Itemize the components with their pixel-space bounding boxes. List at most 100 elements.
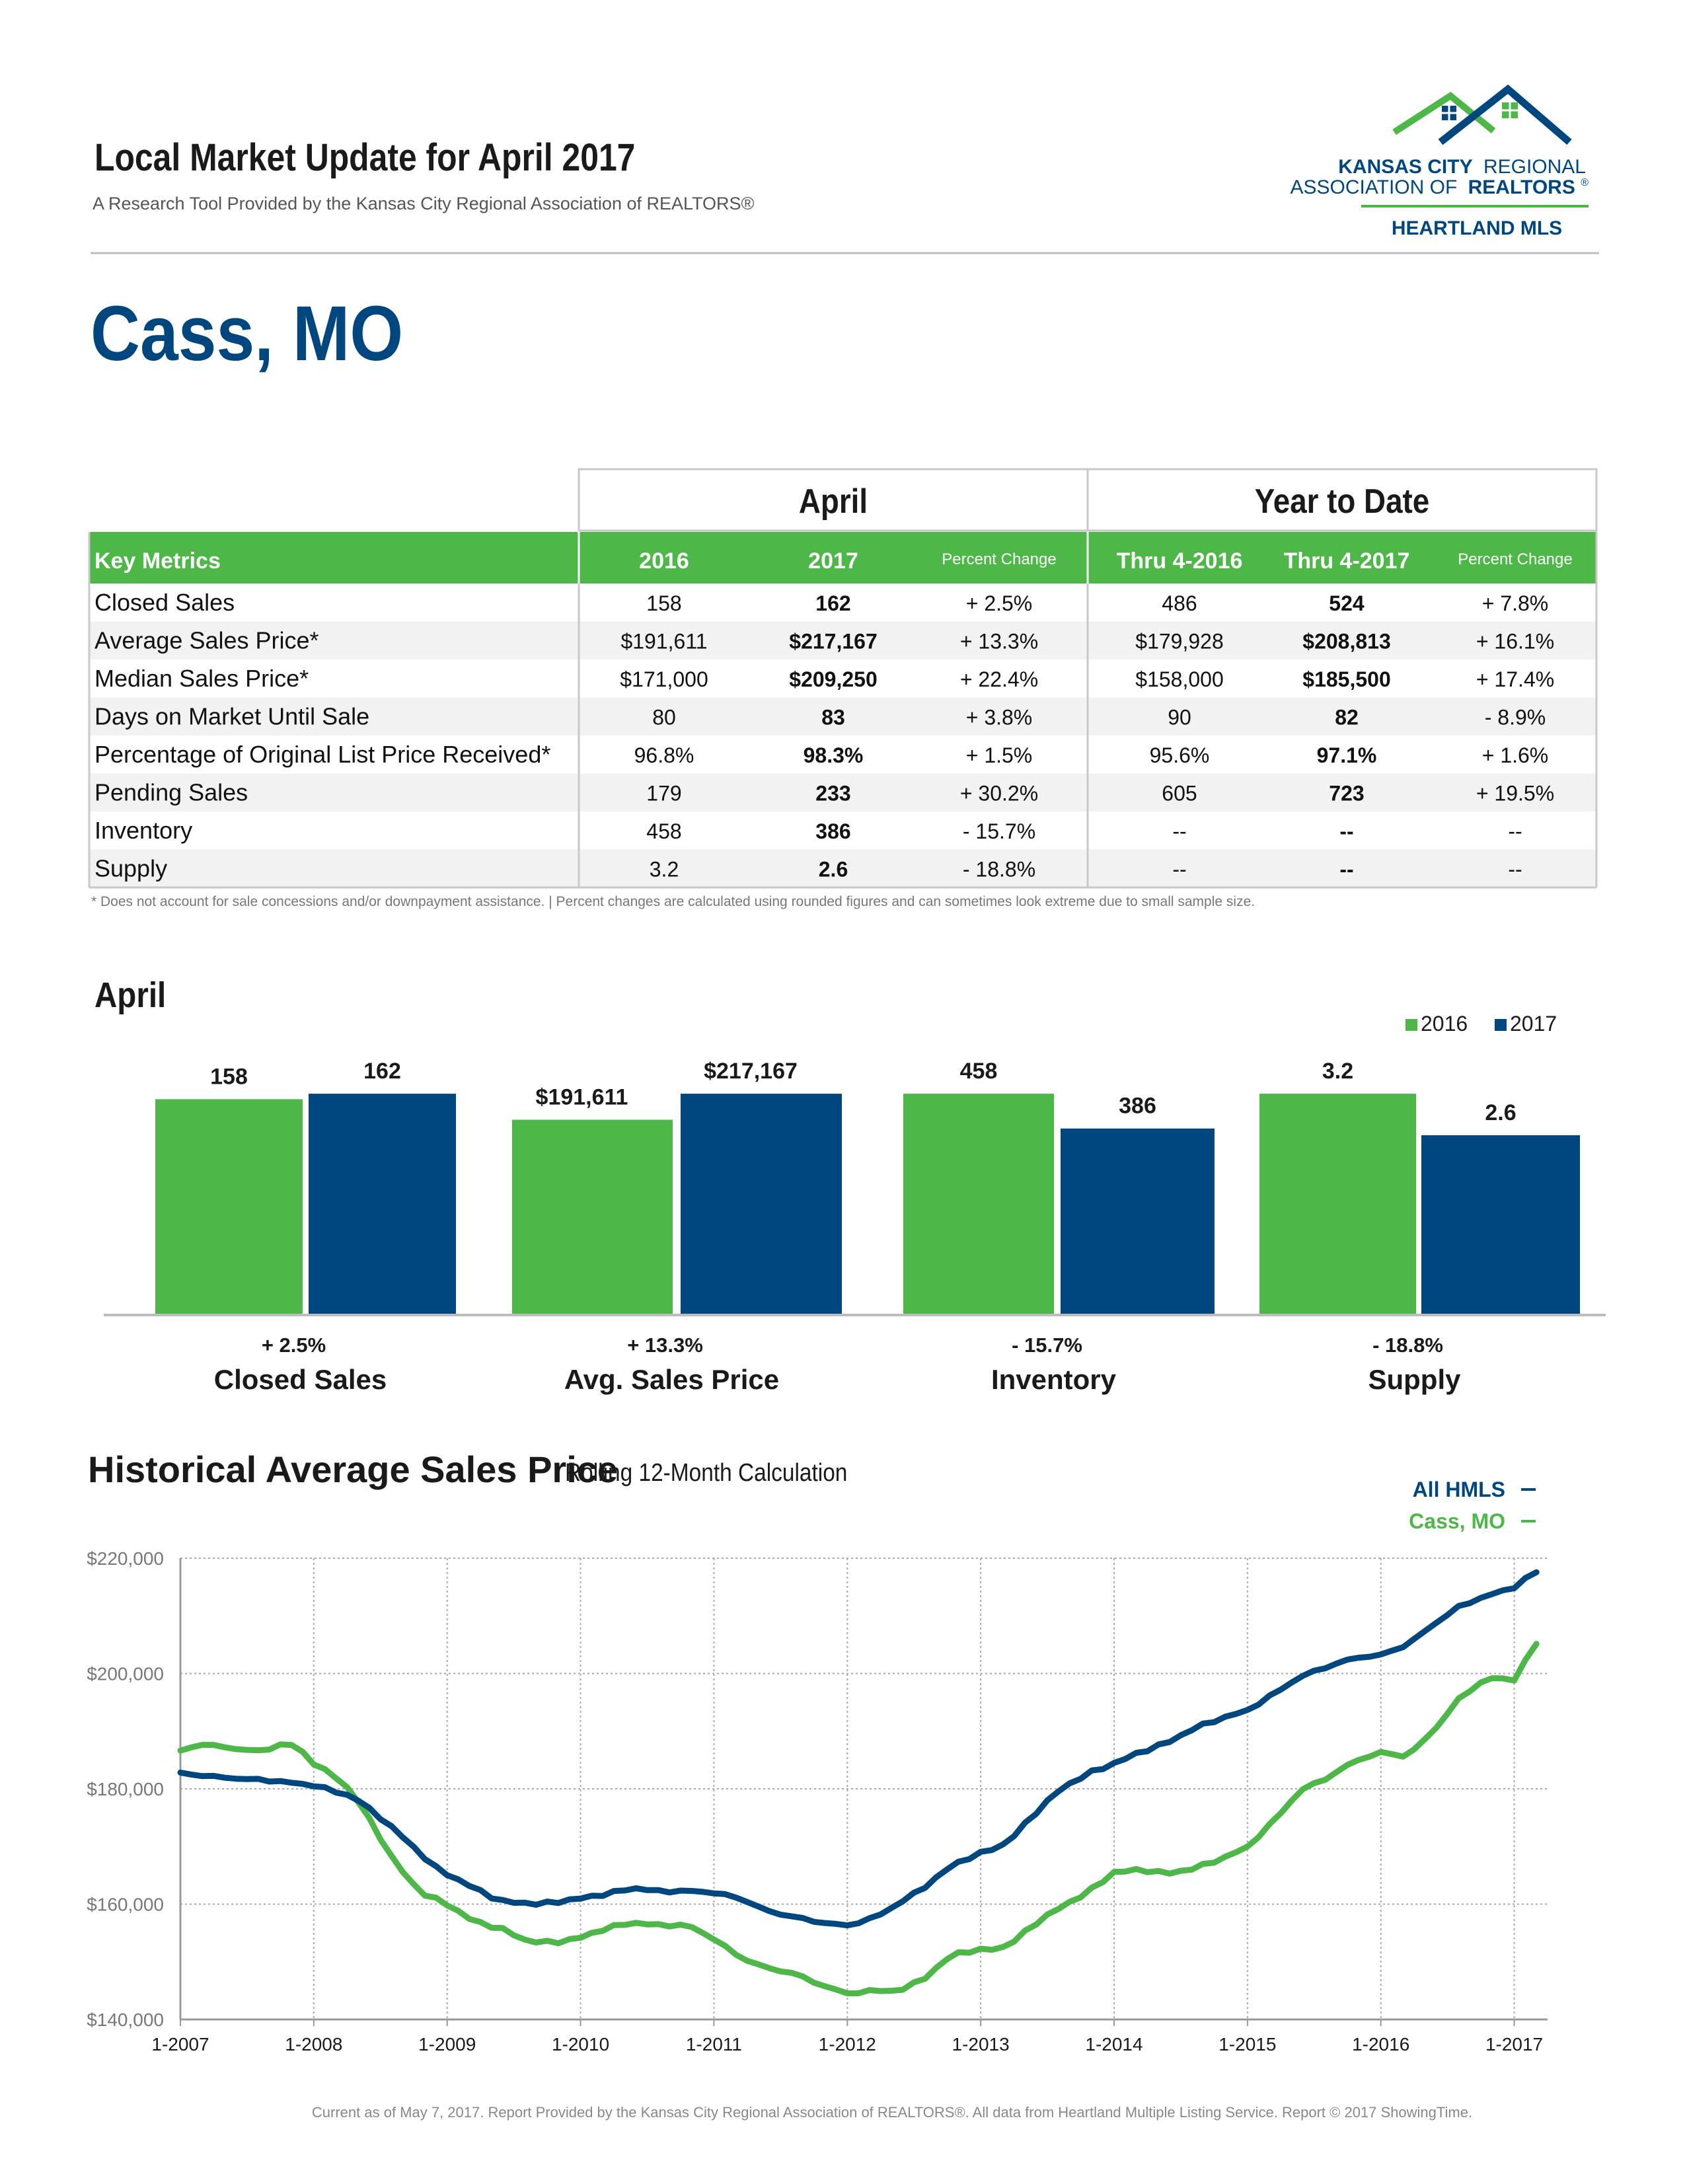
table-column-header: Percent Change	[1458, 550, 1572, 568]
metric-value-cell: + 19.5%	[1476, 782, 1554, 806]
bar-value-label: 2.6	[1485, 1100, 1516, 1125]
bar-group-change: + 13.3%	[627, 1334, 703, 1357]
report-footer: Current as of May 7, 2017. Report Provid…	[311, 2104, 1473, 2121]
y-tick-label: $200,000	[87, 1664, 164, 1684]
metric-value-cell: + 17.4%	[1476, 667, 1554, 691]
bar-2016	[155, 1099, 303, 1315]
table-column-header: Thru 4-2017	[1284, 548, 1410, 574]
metric-value-cell: - 8.9%	[1485, 706, 1546, 730]
metric-value-cell: 82	[1335, 706, 1359, 730]
metric-value-cell: $208,813	[1302, 630, 1390, 654]
bar-chart-legend: 2016 2017	[1405, 1012, 1557, 1036]
metric-value-cell: 96.8%	[634, 743, 694, 767]
y-tick-label: $160,000	[87, 1895, 164, 1915]
y-tick-label: $140,000	[87, 2010, 164, 2030]
location-title: Cass, MO	[91, 289, 403, 377]
legend-swatch-2016	[1405, 1019, 1417, 1031]
bar-group-change: - 18.8%	[1372, 1334, 1443, 1357]
metric-value-cell: 97.1%	[1317, 743, 1377, 767]
x-tick-label: 1-2008	[285, 2034, 342, 2054]
metric-value-cell: $158,000	[1135, 667, 1223, 691]
x-tick-label: 1-2010	[552, 2034, 609, 2054]
metric-name-cell: Days on Market Until Sale	[94, 703, 369, 730]
metric-value-cell: 386	[815, 819, 850, 843]
metric-value-cell: --	[1172, 819, 1186, 843]
bar-group-name: Closed Sales	[214, 1364, 387, 1395]
metric-value-cell: 3.2	[650, 858, 679, 882]
metric-value-cell: 83	[821, 706, 845, 730]
x-tick-label: 1-2015	[1218, 2034, 1276, 2054]
line-legend-label: Cass, MO	[1409, 1509, 1505, 1533]
table-group-header-april	[578, 468, 1089, 532]
metric-name-cell: Pending Sales	[94, 779, 248, 806]
line-chart-title-main: Historical Average Sales Price	[88, 1449, 618, 1490]
metric-value-cell: + 7.8%	[1482, 591, 1549, 615]
metric-value-cell: $179,928	[1135, 630, 1223, 654]
y-tick-label: $220,000	[87, 1548, 164, 1569]
metric-value-cell: --	[1339, 819, 1353, 843]
bar-group-name: Avg. Sales Price	[564, 1364, 779, 1395]
table-column-header: Thru 4-2016	[1117, 548, 1243, 574]
bar-2016	[903, 1094, 1054, 1315]
table-row	[89, 773, 1596, 811]
legend-label-2017: 2017	[1510, 1012, 1557, 1036]
y-tick-label: $180,000	[87, 1779, 164, 1799]
metric-value-cell: $171,000	[620, 667, 708, 691]
historical-line-chart: $140,000 $160,000 $180,000 $200,000 $220,000…	[87, 1548, 1548, 2054]
table-header-row	[89, 532, 1596, 584]
table-column-header: Percent Change	[942, 550, 1056, 568]
bar-chart-title: April	[94, 975, 166, 1015]
bar-2017	[309, 1094, 456, 1315]
metric-value-cell: --	[1508, 819, 1522, 843]
logo-text-line1: KANSAS CITY REGIONAL	[1338, 156, 1586, 178]
table-row	[89, 621, 1596, 659]
metric-value-cell: 158	[646, 591, 681, 615]
metric-name-cell: Percentage of Original List Price Receiv…	[94, 741, 550, 768]
bar-value-label: 458	[960, 1059, 998, 1084]
metric-value-cell: + 22.4%	[960, 667, 1038, 691]
metric-value-cell: 95.6%	[1150, 743, 1210, 767]
metric-value-cell: + 1.5%	[966, 743, 1033, 767]
series-line-all-hmls	[177, 1569, 1540, 1929]
metric-value-cell: 80	[652, 706, 676, 730]
table-row	[89, 697, 1596, 735]
table-group-ytd-label: Year to Date	[1255, 482, 1429, 520]
bar-value-label: 162	[363, 1059, 401, 1084]
x-tick-label: 1-2014	[1085, 2034, 1142, 2054]
metric-value-cell: + 13.3%	[960, 630, 1038, 654]
line-chart-legend: All HMLS Cass, MO	[1409, 1478, 1536, 1533]
table-row	[89, 659, 1596, 698]
x-tick-label: 1-2012	[819, 2034, 876, 2054]
table-row	[89, 584, 1596, 622]
metric-name-cell: Average Sales Price*	[94, 627, 319, 654]
bar-2017	[1061, 1128, 1215, 1315]
bar-2016	[512, 1119, 673, 1315]
table-body: Closed Sales 158 162 + 2.5% 486 524 + 7.8% Aver…	[88, 469, 1598, 889]
metric-value-cell: 486	[1162, 591, 1197, 615]
legend-label-2016: 2016	[1421, 1012, 1468, 1036]
metric-name-cell: Supply	[94, 855, 167, 882]
line-chart-title: Historical Average Sales Price	[88, 1449, 618, 1490]
metric-value-cell: 524	[1329, 591, 1365, 615]
metric-value-cell: 2.6	[819, 858, 848, 882]
table-row	[89, 811, 1596, 850]
metric-value-cell: + 3.8%	[966, 706, 1033, 730]
metric-value-cell: $217,167	[789, 630, 877, 654]
metric-value-cell: 605	[1162, 782, 1197, 806]
x-tick-label: 1-2011	[686, 2034, 742, 2054]
metric-value-cell: + 16.1%	[1476, 630, 1554, 654]
bar-value-label: 158	[210, 1064, 248, 1089]
x-tick-label: 1-2013	[952, 2034, 1010, 2054]
metric-value-cell: - 15.7%	[963, 819, 1035, 843]
line-legend-label: All HMLS	[1413, 1478, 1505, 1501]
metric-value-cell: $191,611	[620, 630, 707, 654]
bar-2016	[1259, 1094, 1416, 1315]
x-tick-label: 1-2007	[151, 2034, 209, 2054]
table-column-header: 2017	[808, 548, 858, 574]
series-line-cass-mo	[177, 1641, 1540, 1996]
metric-name-cell: Inventory	[94, 817, 192, 844]
april-bar-chart: 158 162 + 2.5% Closed Sales $191,611 $217,167…	[104, 1059, 1606, 1395]
bar-group-change: - 15.7%	[1012, 1334, 1082, 1357]
